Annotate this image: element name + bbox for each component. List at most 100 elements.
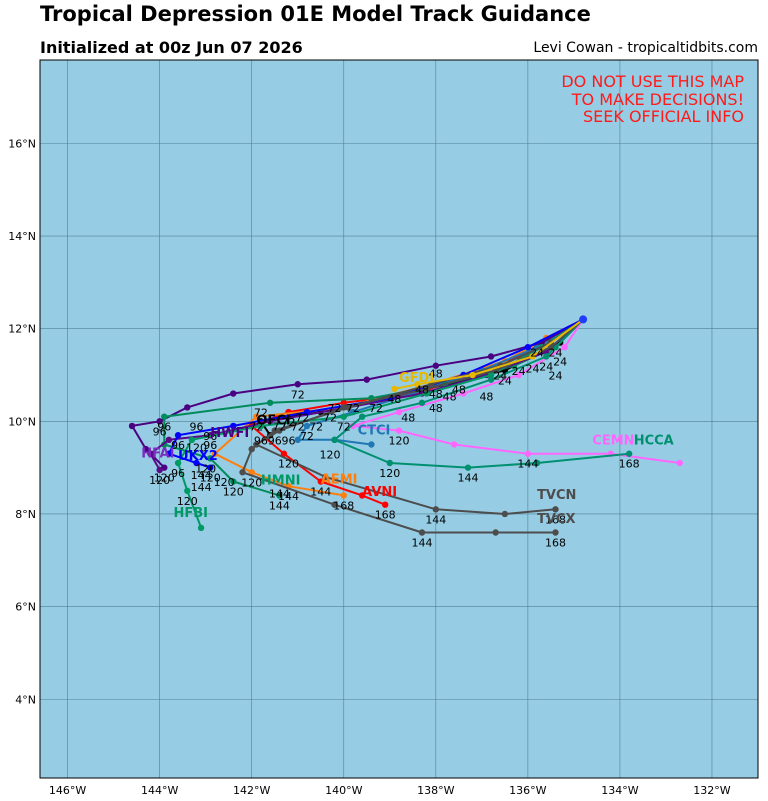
track-point xyxy=(331,501,338,508)
track-line-hfai xyxy=(149,318,584,471)
forecast-hour-label: 24 xyxy=(548,370,562,383)
track-point xyxy=(322,473,329,481)
warning-line-3: SEEK OFFICIAL INFO xyxy=(583,107,744,126)
forecast-hour-label: 168 xyxy=(545,513,566,526)
track-point xyxy=(423,385,430,393)
track-point xyxy=(184,404,191,411)
track-point xyxy=(340,399,347,406)
forecast-hour-label: 24 xyxy=(539,360,553,373)
lat-tick-label: 8°N xyxy=(15,508,36,521)
forecast-hour-label: 72 xyxy=(249,421,263,434)
lon-tick-label: 142°W xyxy=(233,784,270,797)
forecast-hour-label: 168 xyxy=(375,509,396,522)
track-point xyxy=(676,459,683,467)
track-point xyxy=(368,441,375,448)
forecast-hour-label: 96 xyxy=(189,421,203,434)
track-point xyxy=(487,371,495,379)
track-point xyxy=(432,506,440,513)
forecast-hour-label: 96 xyxy=(203,439,217,452)
map-frame xyxy=(39,59,759,779)
track-point xyxy=(156,418,163,425)
lon-tick-label: 134°W xyxy=(601,784,638,797)
track-point xyxy=(414,381,421,388)
lon-tick-label: 138°W xyxy=(417,784,454,797)
model-label-tvcn: TVCN xyxy=(537,488,576,503)
model-label-aemi: AEMI xyxy=(321,472,358,487)
forecast-hour-label: 120 xyxy=(241,476,262,489)
forecast-hour-label: 72 xyxy=(309,421,323,434)
forecast-hour-labels: 2472144168721201441687272961209612014496… xyxy=(149,346,639,549)
forecast-hour-label: 120 xyxy=(149,474,170,487)
track-point xyxy=(248,445,255,453)
model-label-ukx2: UKX2 xyxy=(178,449,218,464)
forecast-hour-label: 48 xyxy=(452,384,466,397)
track-point xyxy=(184,487,191,494)
track-point xyxy=(165,450,173,457)
track-point xyxy=(331,436,338,444)
track-hwfi xyxy=(128,316,587,471)
forecast-hour-label: 48 xyxy=(429,367,443,380)
forecast-hour-label: 72 xyxy=(323,411,337,424)
init-time: Initialized at 00z Jun 07 2026 xyxy=(40,38,303,57)
track-point xyxy=(266,399,274,406)
track-point xyxy=(418,529,426,536)
track-point xyxy=(552,529,559,536)
track-point xyxy=(464,464,472,471)
track-point xyxy=(533,459,541,467)
track-point xyxy=(303,408,311,416)
track-point xyxy=(239,469,246,476)
track-point xyxy=(156,466,163,474)
track-point xyxy=(423,390,430,397)
track-line-ukx2 xyxy=(167,318,584,469)
track-point xyxy=(230,422,237,430)
track-point xyxy=(386,459,393,467)
track-point xyxy=(487,353,495,360)
forecast-hour-label: 144 xyxy=(458,472,479,485)
track-point xyxy=(276,492,283,499)
model-label-hwfi: HWFI xyxy=(210,426,249,441)
track-point xyxy=(161,413,168,420)
track-point xyxy=(460,390,467,397)
forecast-hour-label: 144 xyxy=(310,486,331,499)
forecast-hour-label: 120 xyxy=(177,495,198,508)
track-point xyxy=(294,436,301,444)
lat-tick-label: 12°N xyxy=(8,323,36,336)
track-point xyxy=(271,427,278,434)
forecast-hour-label: 120 xyxy=(389,435,410,448)
track-point xyxy=(501,510,509,518)
forecast-hour-label: 96 xyxy=(268,434,282,447)
track-point xyxy=(543,353,550,360)
forecast-hour-label: 120 xyxy=(214,476,235,489)
map-title: Tropical Depression 01E Model Track Guid… xyxy=(40,2,591,26)
model-labels: OFCI HWFI HFAI UKX2 HMNI AEMI AVNI HFBI CTCI GFDI… xyxy=(141,371,674,527)
forecast-hour-label: 96 xyxy=(157,421,171,434)
forecast-hour-label: 144 xyxy=(425,513,446,526)
track-point xyxy=(188,436,196,444)
track-point xyxy=(492,529,499,536)
track-point xyxy=(174,459,182,467)
track-point xyxy=(317,478,324,485)
forecast-hour-label: 24 xyxy=(493,370,507,383)
forecast-hour-label: 72 xyxy=(291,388,305,401)
credit-text: Levi Cowan - tropicaltidbits.com xyxy=(533,40,758,56)
track-point xyxy=(395,427,403,434)
track-point xyxy=(432,362,440,369)
forecast-hour-label: 144 xyxy=(269,499,290,512)
track-point xyxy=(358,492,366,499)
forecast-hour-label: 48 xyxy=(429,402,443,415)
forecast-hour-label: 48 xyxy=(479,390,493,403)
forecast-hour-label: 48 xyxy=(429,388,443,401)
model-label-hfbi: HFBI xyxy=(173,506,208,521)
track-point xyxy=(207,464,214,471)
track-point xyxy=(469,371,476,379)
track-point xyxy=(174,432,182,439)
track-point xyxy=(128,422,136,430)
model-label-ctci: CTCI xyxy=(358,423,391,438)
lat-tick-label: 14°N xyxy=(8,230,36,243)
model-label-avni: AVNI xyxy=(362,485,397,500)
forecast-hour-label: 24 xyxy=(553,356,567,369)
track-point xyxy=(524,344,532,351)
lon-tick-label: 132°W xyxy=(693,784,730,797)
forecast-hour-label: 144 xyxy=(278,490,299,503)
